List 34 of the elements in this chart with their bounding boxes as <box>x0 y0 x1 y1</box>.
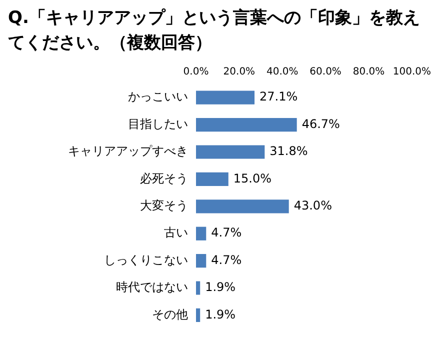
chart-title: Q.「キャリアアップ」という言葉への「印象」を教えてください。（複数回答） <box>7 7 421 55</box>
data-label: 4.7% <box>211 252 242 267</box>
x-tick-label: 0.0% <box>183 66 209 78</box>
data-label: 15.0% <box>233 171 272 186</box>
bar <box>196 254 206 268</box>
x-tick-label: 20.0% <box>223 66 256 78</box>
bar <box>196 172 228 186</box>
bar <box>196 281 200 295</box>
bar <box>196 118 297 132</box>
data-label: 1.9% <box>205 280 236 294</box>
y-tick-label: 大変そう <box>140 198 188 213</box>
bar <box>196 145 265 159</box>
data-label: 43.0% <box>294 198 332 213</box>
data-label: 31.8% <box>270 144 308 158</box>
y-tick-label: 目指したい <box>128 116 188 131</box>
y-tick-label: 古い <box>164 226 188 240</box>
y-tick-label: 時代ではない <box>116 280 188 294</box>
bar <box>196 200 289 214</box>
y-tick-label: かっこいい <box>128 90 188 104</box>
y-tick-label: しっくりこない <box>104 252 188 267</box>
x-tick-label: 60.0% <box>310 66 342 78</box>
y-tick-label: キャリアアップすべき <box>68 144 188 158</box>
x-tick-label: 80.0% <box>352 66 385 78</box>
data-label: 4.7% <box>211 226 242 240</box>
data-label: 1.9% <box>205 307 236 322</box>
bar <box>196 308 200 322</box>
data-label: 46.7% <box>302 116 340 131</box>
y-tick-label: その他 <box>152 307 188 322</box>
x-tick-label: 100.0% <box>392 66 432 78</box>
bar <box>196 226 206 240</box>
y-tick-label: 必死そう <box>140 171 188 186</box>
data-label: 27.1% <box>260 90 298 104</box>
bar <box>196 90 255 104</box>
x-tick-label: 40.0% <box>266 66 298 78</box>
